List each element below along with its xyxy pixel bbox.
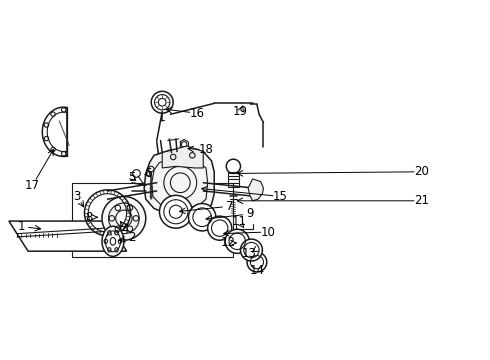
- Text: 19: 19: [233, 105, 248, 118]
- Text: 7: 7: [226, 200, 233, 213]
- Text: 2: 2: [128, 231, 136, 244]
- Text: 6: 6: [144, 167, 151, 180]
- Text: 9: 9: [246, 207, 253, 220]
- Text: 3: 3: [74, 190, 81, 203]
- Text: 15: 15: [272, 190, 287, 203]
- Text: 4: 4: [122, 223, 129, 236]
- Circle shape: [102, 197, 146, 240]
- Text: 12: 12: [220, 237, 235, 249]
- Polygon shape: [144, 148, 214, 216]
- Polygon shape: [248, 179, 264, 201]
- Text: 1: 1: [18, 220, 25, 233]
- Text: 16: 16: [189, 107, 204, 120]
- Text: 10: 10: [261, 225, 275, 239]
- Circle shape: [241, 239, 263, 261]
- Circle shape: [247, 252, 267, 272]
- Text: 21: 21: [414, 194, 429, 207]
- Circle shape: [159, 195, 192, 228]
- Text: 13: 13: [241, 247, 256, 260]
- Circle shape: [189, 203, 216, 231]
- Text: 11: 11: [231, 215, 246, 228]
- Text: 20: 20: [414, 165, 429, 178]
- Circle shape: [208, 216, 232, 240]
- Polygon shape: [162, 146, 203, 168]
- Text: 8: 8: [86, 211, 93, 224]
- Circle shape: [225, 229, 249, 253]
- Text: 5: 5: [128, 171, 136, 184]
- Polygon shape: [9, 221, 126, 251]
- Text: 18: 18: [198, 143, 214, 156]
- Text: 14: 14: [249, 264, 265, 277]
- Polygon shape: [72, 183, 233, 257]
- Text: 17: 17: [25, 179, 40, 192]
- Ellipse shape: [102, 226, 124, 256]
